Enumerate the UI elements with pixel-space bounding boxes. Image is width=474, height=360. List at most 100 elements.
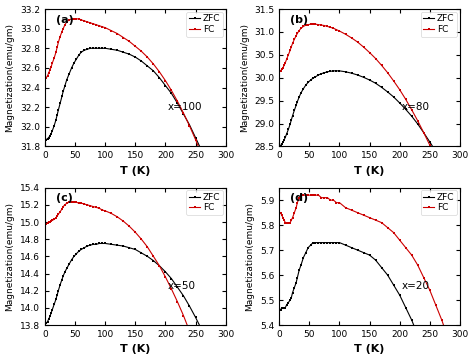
ZFC — [109, 242, 114, 247]
ZFC — [187, 304, 192, 308]
ZFC — [45, 136, 50, 141]
ZFC — [279, 142, 284, 146]
Text: x=50: x=50 — [168, 281, 196, 291]
FC — [45, 221, 50, 225]
Text: (b): (b) — [290, 14, 308, 24]
FC — [145, 245, 150, 249]
FC — [174, 99, 180, 103]
ZFC — [328, 240, 333, 245]
ZFC — [343, 243, 348, 247]
FC — [287, 220, 293, 225]
ZFC — [163, 270, 168, 274]
ZFC — [308, 78, 313, 82]
FC — [138, 237, 144, 241]
FC — [281, 218, 287, 222]
FC — [192, 345, 198, 350]
ZFC — [421, 350, 427, 355]
ZFC — [48, 131, 54, 136]
FC — [367, 216, 373, 220]
FC — [415, 263, 420, 267]
Line: ZFC: ZFC — [45, 47, 227, 211]
ZFC — [96, 241, 102, 246]
FC — [433, 303, 438, 307]
FC — [91, 22, 96, 26]
ZFC — [379, 85, 384, 90]
FC — [127, 224, 132, 229]
ZFC — [337, 240, 342, 245]
FC — [53, 216, 59, 220]
ZFC — [292, 285, 297, 290]
FC — [391, 79, 396, 83]
ZFC — [298, 91, 304, 95]
FC — [421, 275, 427, 280]
ZFC — [47, 314, 53, 319]
ZFC — [84, 47, 90, 51]
FC — [294, 31, 300, 36]
FC — [205, 168, 210, 172]
ZFC — [457, 195, 463, 200]
Y-axis label: Magnetization(emu/gm): Magnetization(emu/gm) — [240, 23, 249, 132]
FC — [109, 211, 114, 216]
FC — [280, 216, 286, 220]
FC — [69, 17, 74, 21]
FC — [181, 111, 186, 115]
FC — [451, 201, 456, 205]
FC — [334, 201, 339, 205]
FC — [49, 218, 55, 222]
ZFC — [55, 288, 61, 293]
FC — [187, 123, 192, 128]
FC — [316, 193, 321, 197]
FC — [319, 23, 324, 27]
ZFC — [409, 114, 415, 118]
FC — [334, 27, 339, 32]
FC — [127, 39, 132, 44]
ZFC — [301, 256, 306, 260]
FC — [294, 201, 300, 205]
ZFC — [133, 247, 138, 252]
ZFC — [321, 240, 327, 245]
ZFC — [174, 101, 180, 105]
ZFC — [433, 149, 438, 154]
FC — [133, 44, 138, 49]
FC — [55, 212, 61, 216]
FC — [102, 26, 108, 30]
FC — [298, 26, 304, 31]
FC — [151, 254, 156, 258]
FC — [289, 44, 294, 49]
ZFC — [296, 268, 302, 272]
ZFC — [78, 247, 84, 252]
ZFC — [76, 249, 82, 253]
ZFC — [60, 89, 66, 94]
ZFC — [284, 132, 290, 136]
FC — [312, 193, 318, 197]
ZFC — [278, 143, 283, 148]
FC — [331, 26, 337, 31]
ZFC — [367, 253, 373, 257]
FC — [100, 24, 105, 29]
ZFC — [337, 69, 342, 73]
FC — [163, 275, 168, 279]
ZFC — [91, 242, 96, 247]
Line: ZFC: ZFC — [45, 242, 227, 360]
FC — [91, 204, 96, 209]
FC — [391, 230, 396, 235]
ZFC — [334, 240, 339, 245]
FC — [87, 21, 93, 25]
FC — [397, 238, 402, 242]
ZFC — [163, 84, 168, 88]
ZFC — [445, 171, 451, 176]
FC — [59, 30, 65, 34]
ZFC — [312, 240, 318, 245]
FC — [278, 69, 283, 73]
ZFC — [46, 135, 52, 140]
ZFC — [169, 91, 174, 96]
ZFC — [48, 311, 54, 315]
FC — [355, 211, 360, 215]
FC — [73, 17, 79, 21]
FC — [223, 220, 228, 224]
ZFC — [102, 241, 108, 246]
ZFC — [415, 122, 420, 126]
FC — [303, 193, 309, 197]
ZFC — [205, 162, 210, 166]
ZFC — [397, 101, 402, 105]
